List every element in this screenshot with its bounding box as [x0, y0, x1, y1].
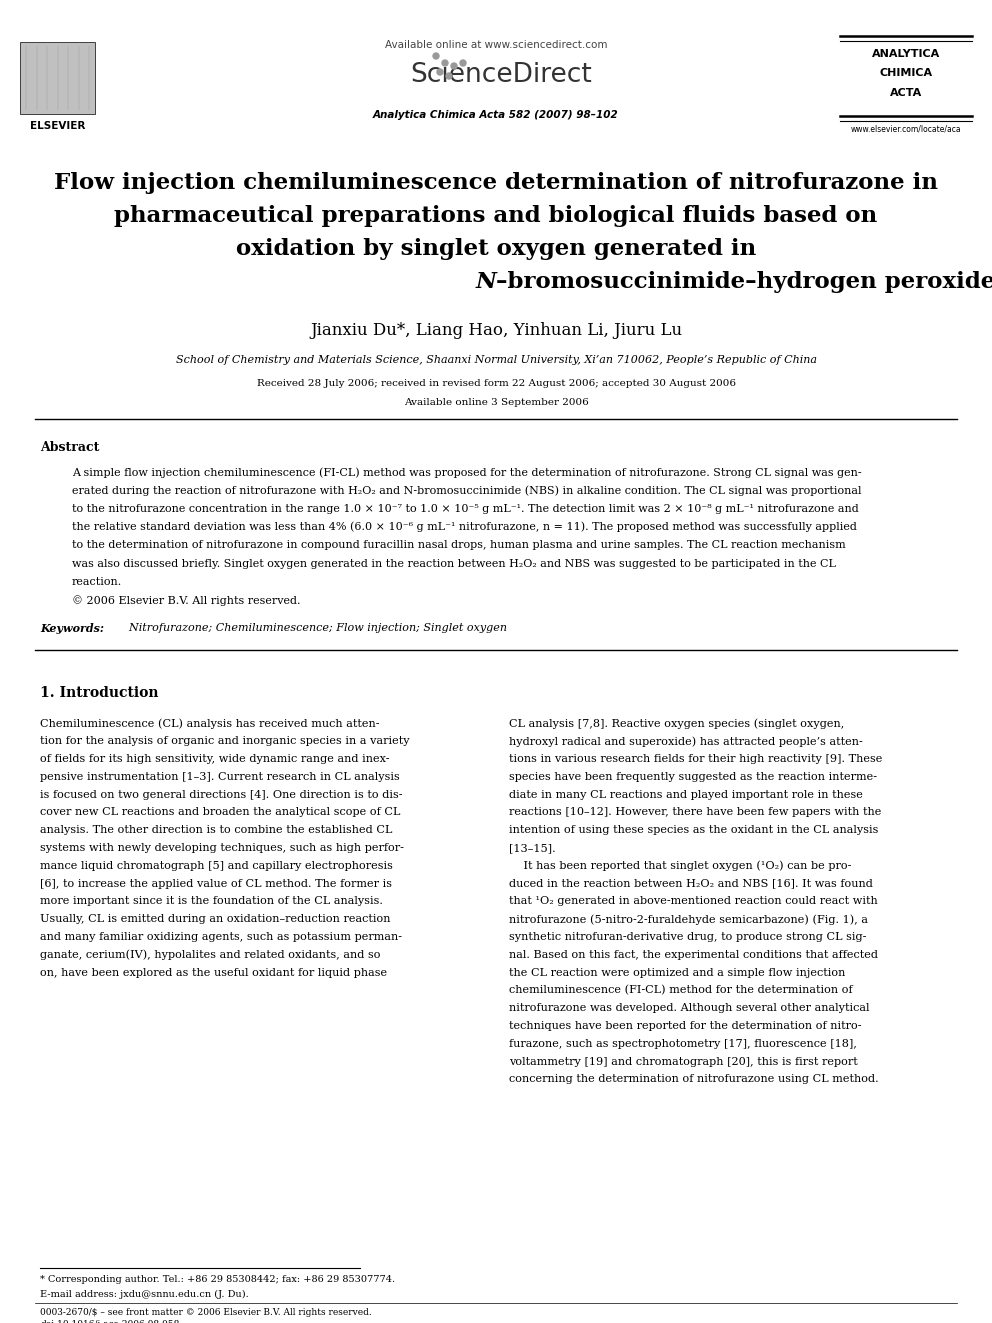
Text: Analytica Chimica Acta 582 (2007) 98–102: Analytica Chimica Acta 582 (2007) 98–102: [373, 110, 619, 120]
Text: duced in the reaction between H₂O₂ and NBS [16]. It was found: duced in the reaction between H₂O₂ and N…: [509, 878, 873, 889]
Text: 1. Introduction: 1. Introduction: [40, 687, 159, 700]
Text: –bromosuccinimide–hydrogen peroxide reaction: –bromosuccinimide–hydrogen peroxide reac…: [496, 271, 992, 292]
Text: voltammetry [19] and chromatograph [20], this is first report: voltammetry [19] and chromatograph [20],…: [509, 1057, 858, 1066]
Text: concerning the determination of nitrofurazone using CL method.: concerning the determination of nitrofur…: [509, 1074, 879, 1085]
Text: reactions [10–12]. However, there have been few papers with the: reactions [10–12]. However, there have b…: [509, 807, 881, 818]
Text: to the determination of nitrofurazone in compound furacillin nasal drops, human : to the determination of nitrofurazone in…: [72, 540, 846, 550]
Text: A simple flow injection chemiluminescence (FI-CL) method was proposed for the de: A simple flow injection chemiluminescenc…: [72, 467, 862, 478]
Text: * Corresponding author. Tel.: +86 29 85308442; fax: +86 29 85307774.: * Corresponding author. Tel.: +86 29 853…: [40, 1275, 395, 1285]
Text: species have been frequently suggested as the reaction interme-: species have been frequently suggested a…: [509, 771, 877, 782]
Text: Nitrofurazone; Chemiluminescence; Flow injection; Singlet oxygen: Nitrofurazone; Chemiluminescence; Flow i…: [122, 623, 507, 634]
Text: Usually, CL is emitted during an oxidation–reduction reaction: Usually, CL is emitted during an oxidati…: [40, 914, 391, 925]
Text: cover new CL reactions and broaden the analytical scope of CL: cover new CL reactions and broaden the a…: [40, 807, 401, 818]
Text: ANALYTICA: ANALYTICA: [872, 49, 940, 60]
Text: on, have been explored as the useful oxidant for liquid phase: on, have been explored as the useful oxi…: [40, 967, 387, 978]
Text: tions in various research fields for their high reactivity [9]. These: tions in various research fields for the…: [509, 754, 882, 763]
Text: ACTA: ACTA: [890, 89, 923, 98]
Text: oxidation by singlet oxygen generated in: oxidation by singlet oxygen generated in: [236, 238, 756, 261]
Text: tion for the analysis of organic and inorganic species in a variety: tion for the analysis of organic and ino…: [40, 736, 410, 746]
Text: CL analysis [7,8]. Reactive oxygen species (singlet oxygen,: CL analysis [7,8]. Reactive oxygen speci…: [509, 718, 844, 729]
Text: 0003-2670/$ – see front matter © 2006 Elsevier B.V. All rights reserved.: 0003-2670/$ – see front matter © 2006 El…: [40, 1308, 372, 1316]
Text: and many familiar oxidizing agents, such as potassium perman-: and many familiar oxidizing agents, such…: [40, 931, 402, 942]
Text: mance liquid chromatograph [5] and capillary electrophoresis: mance liquid chromatograph [5] and capil…: [40, 861, 393, 871]
Text: ELSEVIER: ELSEVIER: [30, 120, 85, 131]
Bar: [20, 42, 95, 114]
Text: erated during the reaction of nitrofurazone with H₂O₂ and N-bromosuccinimide (NB: erated during the reaction of nitrofuraz…: [72, 486, 861, 496]
Text: synthetic nitrofuran-derivative drug, to produce strong CL sig-: synthetic nitrofuran-derivative drug, to…: [509, 931, 866, 942]
Circle shape: [451, 64, 457, 69]
Text: nal. Based on this fact, the experimental conditions that affected: nal. Based on this fact, the experimenta…: [509, 950, 878, 959]
Text: furazone, such as spectrophotometry [17], fluorescence [18],: furazone, such as spectrophotometry [17]…: [509, 1039, 857, 1049]
Text: intention of using these species as the oxidant in the CL analysis: intention of using these species as the …: [509, 826, 878, 835]
Text: nitrofurazone (5-nitro-2-furaldehyde semicarbazone) (Fig. 1), a: nitrofurazone (5-nitro-2-furaldehyde sem…: [509, 914, 868, 925]
Text: to the nitrofurazone concentration in the range 1.0 × 10⁻⁷ to 1.0 × 10⁻⁵ g mL⁻¹.: to the nitrofurazone concentration in th…: [72, 504, 859, 513]
Text: Chemiluminescence (CL) analysis has received much atten-: Chemiluminescence (CL) analysis has rece…: [40, 718, 380, 729]
Text: hydroxyl radical and superoxide) has attracted people’s atten-: hydroxyl radical and superoxide) has att…: [509, 736, 863, 746]
Text: Keywords:: Keywords:: [40, 623, 104, 635]
Text: pensive instrumentation [1–3]. Current research in CL analysis: pensive instrumentation [1–3]. Current r…: [40, 771, 400, 782]
Text: Available online 3 September 2006: Available online 3 September 2006: [404, 398, 588, 407]
Text: chemiluminescence (FI-CL) method for the determination of: chemiluminescence (FI-CL) method for the…: [509, 986, 853, 996]
Text: It has been reported that singlet oxygen (¹O₂) can be pro-: It has been reported that singlet oxygen…: [509, 861, 851, 872]
Text: [13–15].: [13–15].: [509, 843, 556, 853]
Text: that ¹O₂ generated in above-mentioned reaction could react with: that ¹O₂ generated in above-mentioned re…: [509, 897, 878, 906]
Text: pharmaceutical preparations and biological fluids based on: pharmaceutical preparations and biologic…: [114, 205, 878, 228]
Text: E-mail address: jxdu@snnu.edu.cn (J. Du).: E-mail address: jxdu@snnu.edu.cn (J. Du)…: [40, 1290, 249, 1299]
Text: systems with newly developing techniques, such as high perfor-: systems with newly developing techniques…: [40, 843, 404, 853]
Text: the CL reaction were optimized and a simple flow injection: the CL reaction were optimized and a sim…: [509, 967, 845, 978]
Text: [6], to increase the applied value of CL method. The former is: [6], to increase the applied value of CL…: [40, 878, 392, 889]
Text: N: N: [475, 271, 496, 292]
Text: © 2006 Elsevier B.V. All rights reserved.: © 2006 Elsevier B.V. All rights reserved…: [72, 595, 301, 606]
Text: is focused on two general directions [4]. One direction is to dis-: is focused on two general directions [4]…: [40, 790, 403, 799]
Text: School of Chemistry and Materials Science, Shaanxi Normal University, Xi’an 7100: School of Chemistry and Materials Scienc…: [176, 355, 816, 365]
Text: diate in many CL reactions and played important role in these: diate in many CL reactions and played im…: [509, 790, 863, 799]
Circle shape: [446, 73, 452, 79]
Circle shape: [442, 60, 448, 66]
Text: ScienceDirect: ScienceDirect: [410, 62, 592, 89]
Text: CHIMICA: CHIMICA: [880, 69, 932, 78]
Text: Jianxiu Du*, Liang Hao, Yinhuan Li, Jiuru Lu: Jianxiu Du*, Liang Hao, Yinhuan Li, Jiur…: [310, 321, 682, 339]
Circle shape: [437, 69, 443, 75]
Text: ganate, cerium(IV), hypolalites and related oxidants, and so: ganate, cerium(IV), hypolalites and rela…: [40, 950, 381, 960]
Text: the relative standard deviation was less than 4% (6.0 × 10⁻⁶ g mL⁻¹ nitrofurazon: the relative standard deviation was less…: [72, 521, 857, 532]
Circle shape: [433, 53, 439, 60]
Text: www.elsevier.com/locate/aca: www.elsevier.com/locate/aca: [851, 124, 961, 134]
Circle shape: [460, 60, 466, 66]
Text: Available online at www.sciencedirect.com: Available online at www.sciencedirect.co…: [385, 40, 607, 50]
Text: doi:10.1016/j.aca.2006.08.058: doi:10.1016/j.aca.2006.08.058: [40, 1320, 180, 1323]
Text: nitrofurazone was developed. Although several other analytical: nitrofurazone was developed. Although se…: [509, 1003, 870, 1013]
Text: more important since it is the foundation of the CL analysis.: more important since it is the foundatio…: [40, 897, 383, 906]
Text: of fields for its high sensitivity, wide dynamic range and inex-: of fields for its high sensitivity, wide…: [40, 754, 390, 763]
Text: was also discussed briefly. Singlet oxygen generated in the reaction between H₂O: was also discussed briefly. Singlet oxyg…: [72, 558, 836, 569]
Text: Flow injection chemiluminescence determination of nitrofurazone in: Flow injection chemiluminescence determi…: [54, 172, 938, 194]
Text: Abstract: Abstract: [40, 441, 99, 454]
Text: techniques have been reported for the determination of nitro-: techniques have been reported for the de…: [509, 1021, 861, 1031]
Text: reaction.: reaction.: [72, 577, 122, 587]
Text: analysis. The other direction is to combine the established CL: analysis. The other direction is to comb…: [40, 826, 393, 835]
Text: Received 28 July 2006; received in revised form 22 August 2006; accepted 30 Augu: Received 28 July 2006; received in revis…: [257, 378, 735, 388]
